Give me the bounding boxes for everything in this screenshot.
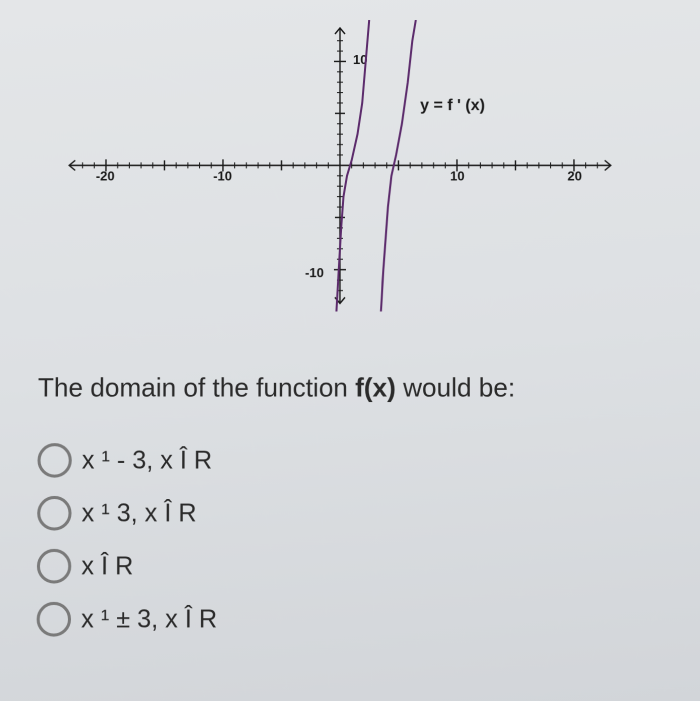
answer-options: x ¹ - 3, x Î R x ¹ 3, x Î R x Î R x ¹ ± …: [36, 443, 217, 655]
option-d[interactable]: x ¹ ± 3, x Î R: [37, 602, 218, 637]
option-label: x ¹ - 3, x Î R: [82, 446, 212, 475]
option-a[interactable]: x ¹ - 3, x Î R: [37, 443, 217, 478]
x-tick-pos10: 10: [450, 168, 465, 183]
radio-icon[interactable]: [37, 602, 72, 637]
option-b[interactable]: x ¹ 3, x Î R: [37, 496, 217, 531]
option-label: x ¹ 3, x Î R: [82, 499, 197, 529]
page-surface: -20 -10 10 20 10 -10 y = f ' (x) The dom…: [0, 0, 700, 701]
question-prefix: The domain of the function: [38, 372, 355, 402]
y-tick-neg10: -10: [305, 265, 324, 280]
derivative-graph: -20 -10 10 20 10 -10 y = f ' (x): [58, 20, 621, 312]
radio-icon[interactable]: [37, 496, 71, 531]
function-label: y = f ' (x): [420, 97, 485, 114]
chart-svg: -20 -10 10 20 10 -10 y = f ' (x): [58, 20, 621, 312]
x-tick-neg10: -10: [213, 168, 232, 183]
question-fx: f(x): [355, 372, 396, 402]
question-text: The domain of the function f(x) would be…: [38, 372, 515, 403]
option-c[interactable]: x Î R: [37, 549, 217, 584]
radio-icon[interactable]: [37, 549, 72, 584]
option-label: x Î R: [81, 551, 133, 581]
radio-icon[interactable]: [37, 443, 71, 478]
question-suffix: would be:: [396, 372, 515, 402]
x-tick-pos20: 20: [567, 168, 582, 183]
x-tick-neg20: -20: [96, 168, 115, 183]
option-label: x ¹ ± 3, x Î R: [81, 604, 217, 634]
